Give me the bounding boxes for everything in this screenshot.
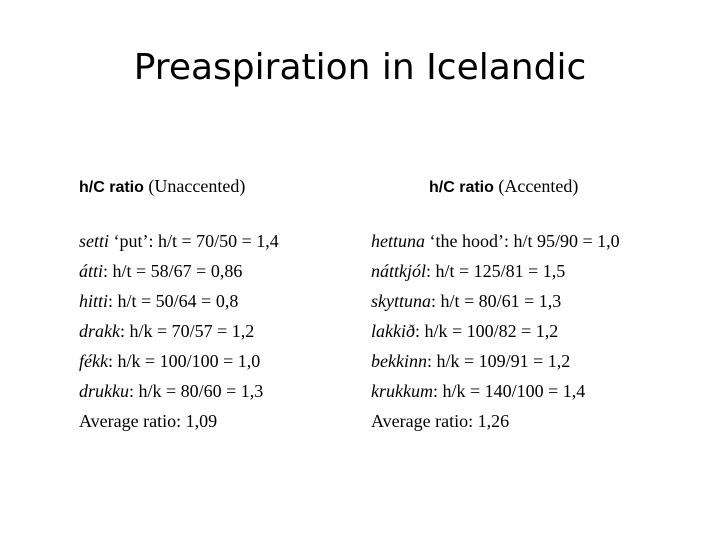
accented-row: lakkið: h/k = 100/82 = 1,2 [371, 316, 671, 346]
accented-row: náttkjól: h/t = 125/81 = 1,5 [371, 256, 671, 286]
accented-row: skyttuna: h/t = 80/61 = 1,3 [371, 286, 671, 316]
unaccented-row: hitti: h/t = 50/64 = 0,8 [79, 286, 339, 316]
accented-average: Average ratio: 1,26 [371, 411, 510, 431]
example-word: átti [79, 261, 104, 281]
ratio-text: : h/t = 58/67 = 0,86 [103, 261, 243, 281]
unaccented-average: Average ratio: 1,09 [79, 411, 218, 431]
example-word: skyttuna [371, 291, 431, 311]
ratio-text: : h/k = 70/57 = 1,2 [119, 321, 255, 341]
ratio-text: : h/k = 80/60 = 1,3 [128, 381, 264, 401]
example-word: bekkinn [371, 351, 427, 371]
unaccented-header-qualifier: (Unaccented) [148, 176, 246, 196]
unaccented-row: drakk: h/k = 70/57 = 1,2 [79, 316, 339, 346]
ratio-text: : h/t = 50/64 = 0,8 [108, 291, 239, 311]
ratio-text: : h/t = 80/61 = 1,3 [431, 291, 562, 311]
accented-header-label: h/C ratio [429, 179, 494, 196]
unaccented-header: h/C ratio (Unaccented) [79, 171, 339, 201]
ratio-text: : h/k = 100/100 = 1,0 [107, 351, 261, 371]
ratio-text: : h/k = 100/82 = 1,2 [414, 321, 559, 341]
unaccented-header-label: h/C ratio [79, 179, 144, 196]
accented-row: bekkinn: h/k = 109/91 = 1,2 [371, 346, 671, 376]
accented-row: krukkum: h/k = 140/100 = 1,4 [371, 376, 671, 406]
ratio-text: ‘the hood’: h/t 95/90 = 1,0 [425, 231, 620, 251]
example-word: krukkum [371, 381, 433, 401]
example-word: hitti [79, 291, 109, 311]
example-word: lakkið [371, 321, 415, 341]
unaccented-row: setti ‘put’: h/t = 70/50 = 1,4 [79, 226, 339, 256]
accented-row: hettuna ‘the hood’: h/t 95/90 = 1,0 [371, 226, 671, 256]
example-word: fékk [79, 351, 108, 371]
example-word: náttkjól [371, 261, 426, 281]
ratio-text: : h/k = 140/100 = 1,4 [432, 381, 586, 401]
unaccented-row: drukku: h/k = 80/60 = 1,3 [79, 376, 339, 406]
ratio-text: ‘put’: h/t = 70/50 = 1,4 [109, 231, 279, 251]
ratio-text: : h/k = 109/91 = 1,2 [426, 351, 571, 371]
unaccented-column: h/C ratio (Unaccented) setti ‘put’: h/t … [79, 171, 339, 436]
example-word: drukku [79, 381, 129, 401]
slide-title: Preaspiration in Icelandic [133, 47, 587, 88]
accented-header: h/C ratio (Accented) [371, 171, 671, 201]
example-word: drakk [79, 321, 120, 341]
unaccented-row: átti: h/t = 58/67 = 0,86 [79, 256, 339, 286]
ratio-text: : h/t = 125/81 = 1,5 [426, 261, 566, 281]
unaccented-row: fékk: h/k = 100/100 = 1,0 [79, 346, 339, 376]
accented-column: h/C ratio (Accented) hettuna ‘the hood’:… [371, 171, 671, 436]
example-word: hettuna [371, 231, 425, 251]
accented-header-qualifier: (Accented) [498, 176, 579, 196]
example-word: setti [79, 231, 109, 251]
